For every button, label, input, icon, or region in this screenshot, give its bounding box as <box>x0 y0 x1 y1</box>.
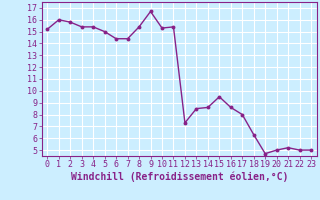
X-axis label: Windchill (Refroidissement éolien,°C): Windchill (Refroidissement éolien,°C) <box>70 172 288 182</box>
